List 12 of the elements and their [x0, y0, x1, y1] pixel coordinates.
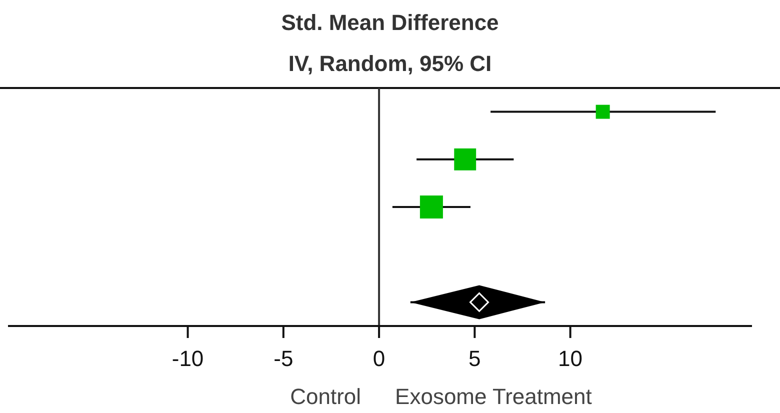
text: Exosome Treatment	[395, 384, 592, 409]
text: Control	[290, 384, 362, 409]
point	[454, 148, 476, 170]
point	[420, 196, 443, 218]
x-tick-label: -10	[172, 346, 204, 371]
point	[470, 292, 490, 312]
x-tick-label: 0	[372, 346, 386, 371]
x-tick-label: 5	[468, 346, 481, 371]
x-tick-label: -5	[274, 346, 294, 371]
x-tick-label: 10	[558, 346, 583, 371]
chart-title: Std. Mean Difference	[281, 10, 499, 35]
chart-subtitle: IV, Random, 95% CI	[288, 51, 492, 76]
